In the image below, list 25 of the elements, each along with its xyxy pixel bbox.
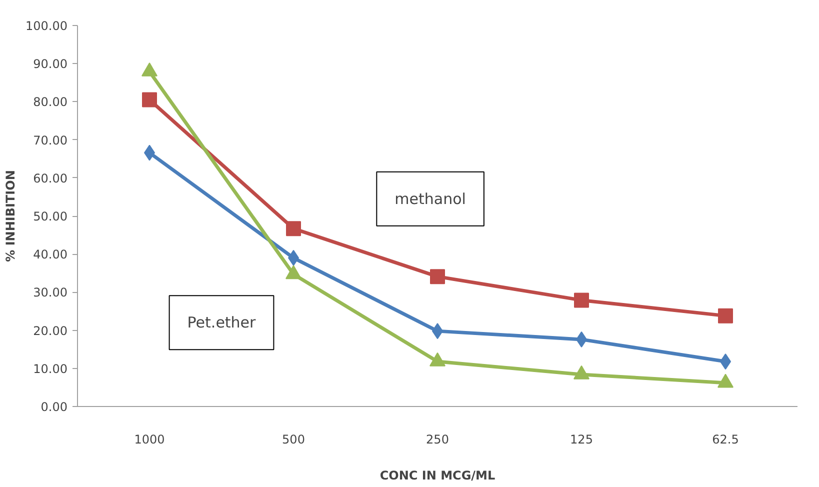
y-tick-label: 90.00 — [33, 57, 68, 72]
y-axis-title: % INHIBITION — [4, 170, 18, 262]
annotation: Pet.ether — [187, 314, 257, 332]
x-tick-label: 1000 — [134, 432, 165, 446]
y-tick-label: 80.00 — [33, 95, 68, 110]
point — [142, 92, 157, 108]
x-axis-title: CONC IN MCG/ML — [380, 468, 496, 482]
point — [430, 269, 445, 284]
y-tick-label: 50.00 — [33, 210, 68, 224]
x-tick-label: 125 — [570, 432, 593, 446]
y-tick-label: 20.00 — [33, 324, 68, 338]
annotation: methanol — [394, 190, 466, 208]
point — [718, 308, 733, 324]
point — [574, 292, 589, 308]
x-tick-label: 62.5 — [712, 432, 739, 446]
y-tick-label: 60.00 — [33, 171, 68, 186]
y-tick-label: 100.00 — [26, 19, 68, 33]
y-tick-label: 0.00 — [40, 400, 68, 414]
x-tick-label: 250 — [426, 432, 449, 446]
y-tick-label: 10.00 — [33, 362, 68, 376]
y-tick-label: 40.00 — [33, 248, 68, 262]
point — [286, 221, 301, 236]
y-tick-label: 30.00 — [33, 286, 68, 300]
y-tick-label: 70.00 — [33, 133, 68, 148]
x-tick-label: 500 — [282, 432, 305, 446]
